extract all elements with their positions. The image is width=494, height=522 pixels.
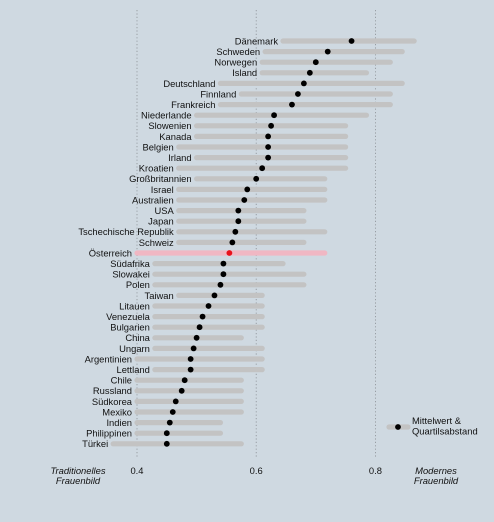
row-label-14: Israel: [151, 184, 174, 195]
row-label-32: Chile: [111, 375, 132, 386]
row-label-20: Österreich: [89, 247, 132, 258]
mean-dot-30: [187, 356, 194, 362]
mean-dot-19: [229, 239, 236, 246]
mean-dot-20: [226, 250, 233, 256]
row-label-25: Litauen: [119, 300, 150, 311]
mean-dot-29: [190, 345, 197, 352]
left-label-line-1: Frauenbild: [56, 475, 101, 486]
row-label-6: Frankreich: [171, 99, 215, 110]
axis-layer: 0.4 0.6 0.8TraditionellesFrauenbildModerne…: [50, 465, 458, 486]
mean-dot-2: [312, 59, 319, 66]
mean-dot-33: [178, 387, 185, 394]
legend-label-line-1: Quartilsabstand: [412, 426, 478, 437]
row-label-0: Dänemark: [235, 35, 279, 46]
row-label-10: Belgien: [142, 141, 173, 152]
row-label-37: Philippinen: [86, 428, 132, 439]
mean-dot-13: [253, 175, 260, 182]
mean-dot-32: [181, 377, 188, 384]
mean-dot-25: [205, 303, 212, 309]
row-label-29: Ungarn: [119, 343, 150, 354]
row-label-26: Venezuela: [106, 311, 151, 322]
mean-dot-11: [265, 154, 272, 161]
row-label-2: Norwegen: [214, 57, 257, 68]
row-label-17: Japan: [148, 216, 174, 227]
row-label-22: Slowakei: [112, 269, 150, 280]
x-tick-label-0: 0.4: [130, 465, 143, 476]
left-label-line-0: Traditionelles: [50, 465, 105, 476]
mean-dot-1: [324, 48, 331, 55]
mean-dot-16: [235, 207, 242, 214]
row-label-5: Finnland: [200, 88, 236, 99]
row-label-24: Taiwan: [145, 290, 174, 301]
mean-dot-21: [220, 260, 227, 267]
x-tick-label-1: 0.6: [250, 465, 263, 476]
legend-label-line-0: Mittelwert &: [412, 415, 462, 426]
mean-dot-7: [271, 112, 277, 119]
row-label-31: Lettland: [117, 364, 150, 375]
mean-dot-5: [295, 91, 301, 97]
mean-dot-6: [289, 101, 295, 108]
legend: Mittelwert &Quartilsabstand: [386, 415, 478, 437]
row-label-19: Schweiz: [139, 237, 174, 248]
row-label-12: Kroatien: [139, 163, 174, 174]
row-label-3: Island: [232, 67, 257, 78]
row-label-18: Tschechische Republik: [78, 226, 174, 237]
mean-dot-8: [268, 122, 274, 129]
row-label-11: Irland: [168, 152, 191, 163]
mean-dot-10: [265, 144, 272, 150]
mean-dot-23: [217, 281, 224, 288]
x-tick-label-2: 0.8: [369, 465, 382, 476]
mean-dot-37: [163, 430, 170, 437]
mean-dot-9: [265, 133, 272, 140]
mean-dot-34: [172, 398, 179, 405]
mean-dot-31: [187, 366, 194, 373]
mean-dot-12: [259, 165, 266, 172]
legend-dot-swatch: [395, 424, 401, 430]
row-label-8: Slowenien: [148, 120, 191, 131]
mean-dot-38: [163, 440, 170, 447]
mean-dot-15: [241, 197, 248, 203]
row-label-34: Südkorea: [92, 396, 133, 407]
right-label-line-0: Modernes: [415, 465, 457, 476]
mean-dot-24: [211, 292, 218, 299]
row-label-16: USA: [154, 205, 174, 216]
row-label-30: Argentinien: [85, 353, 132, 364]
mean-dot-28: [193, 334, 200, 341]
row-label-23: Polen: [126, 279, 150, 290]
mean-dot-17: [235, 218, 242, 225]
mean-dot-3: [306, 69, 313, 76]
row-label-35: Mexiko: [102, 406, 132, 417]
mean-dot-14: [244, 186, 251, 193]
dot-layer: [163, 38, 355, 447]
row-label-1: Schweden: [216, 46, 260, 57]
row-label-36: Indien: [106, 417, 132, 428]
mean-dot-27: [196, 324, 203, 331]
row-label-7: Niederlande: [141, 110, 192, 121]
right-label-line-1: Frauenbild: [414, 475, 459, 486]
row-label-9: Kanada: [159, 131, 192, 142]
mean-dot-22: [220, 271, 227, 278]
mean-dot-36: [166, 419, 173, 426]
row-label-27: Bulgarien: [110, 322, 150, 333]
row-label-28: China: [125, 332, 150, 343]
row-label-38: Türkei: [82, 438, 108, 449]
mean-dot-0: [348, 38, 355, 44]
row-label-13: Großbritannien: [129, 173, 192, 184]
row-label-15: Australien: [132, 194, 174, 205]
mean-dot-26: [199, 313, 206, 320]
row-label-21: Südafrika: [110, 258, 150, 269]
mean-dot-4: [300, 80, 307, 87]
mean-dot-35: [169, 409, 176, 415]
row-label-4: Deutschland: [163, 78, 215, 89]
row-label-33: Russland: [93, 385, 132, 396]
mean-dot-18: [232, 228, 239, 235]
